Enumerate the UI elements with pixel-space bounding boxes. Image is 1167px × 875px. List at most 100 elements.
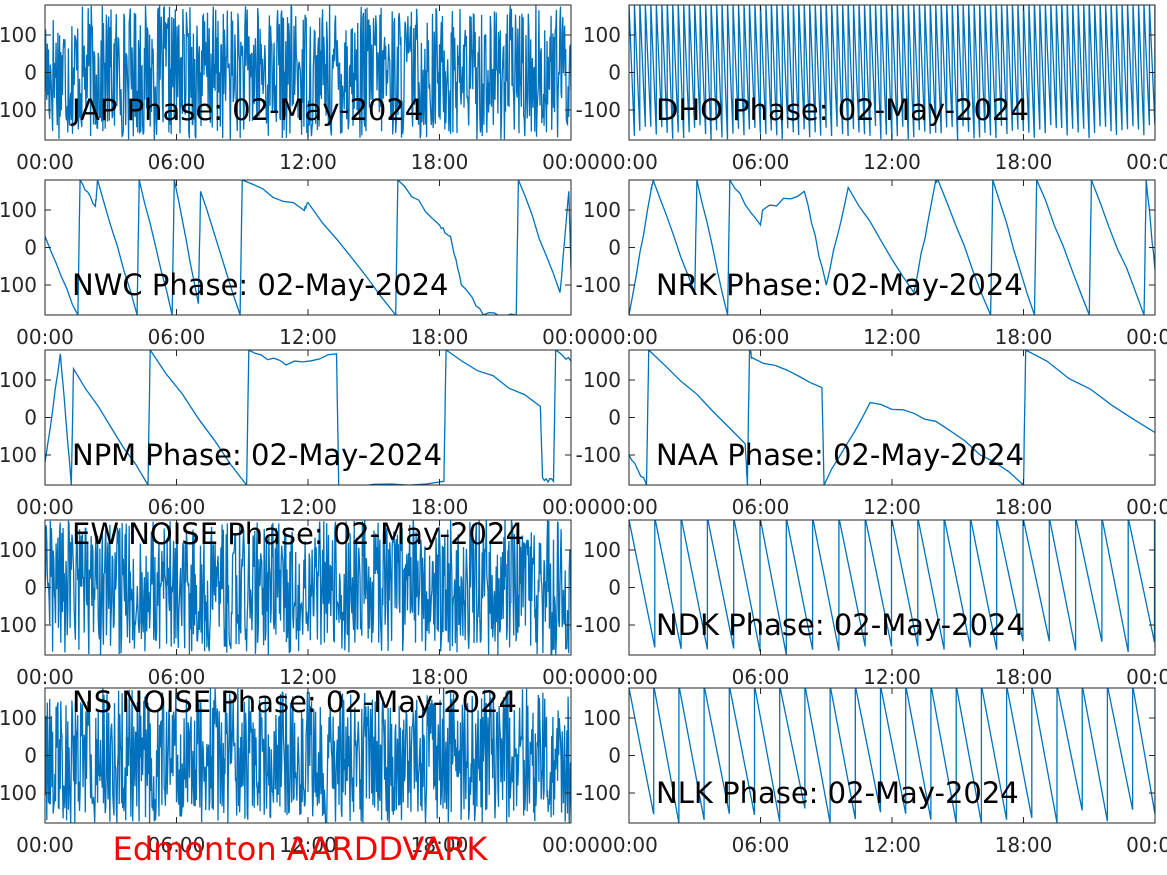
phase-trace xyxy=(45,350,571,485)
y-tick-label: -100 xyxy=(576,781,621,805)
y-tick-label: -100 xyxy=(576,613,621,637)
x-tick-label: 18:00 xyxy=(411,495,469,519)
x-tick-label: 18:00 xyxy=(995,665,1053,689)
x-tick-label: 18:00 xyxy=(995,150,1053,174)
x-tick-label: 12:00 xyxy=(279,325,337,349)
y-tick-label: 100 xyxy=(0,538,37,562)
x-tick-label: 12:00 xyxy=(863,150,921,174)
x-tick-label: 18:00 xyxy=(411,150,469,174)
x-tick-label: 18:00 xyxy=(411,665,469,689)
y-tick-label: 100 xyxy=(583,706,621,730)
x-tick-label: 06:00 xyxy=(148,495,206,519)
y-tick-label: 0 xyxy=(24,61,37,85)
y-tick-label: 100 xyxy=(0,198,37,222)
phase-panel: -100 0 100 00:00 06:00 12:00 18:00 00:00 NLK Pha… xyxy=(576,687,1167,857)
x-tick-label: 00:00 xyxy=(16,150,74,174)
phase-panel: -100 0 100 00:00 06:00 12:00 18:00 00:00 NDK Pha… xyxy=(576,519,1167,689)
y-tick-label: -100 xyxy=(576,98,621,122)
y-tick-label: 100 xyxy=(583,198,621,222)
phase-trace xyxy=(629,688,1155,823)
x-tick-label: 12:00 xyxy=(863,665,921,689)
x-tick-label: 12:00 xyxy=(279,150,337,174)
x-tick-label: 00:00 xyxy=(1126,495,1167,519)
x-tick-label: 12:00 xyxy=(863,325,921,349)
x-tick-label: 12:00 xyxy=(279,833,337,857)
y-tick-label: 0 xyxy=(24,236,37,260)
x-tick-label: 00:00 xyxy=(16,833,74,857)
panel-title: NRK Phase: 02-May-2024 xyxy=(656,268,1023,302)
x-tick-label: 06:00 xyxy=(148,833,206,857)
x-tick-label: 00:00 xyxy=(600,495,658,519)
panel-title: NAA Phase: 02-May-2024 xyxy=(656,438,1024,472)
x-tick-label: 12:00 xyxy=(279,495,337,519)
x-tick-label: 06:00 xyxy=(732,150,790,174)
y-tick-label: 100 xyxy=(0,368,37,392)
panel-title: EW NOISE Phase: 02-May-2024 xyxy=(72,517,524,551)
phase-panel: -100 0 100 00:00 06:00 12:00 18:00 00:00 NS NOIS… xyxy=(0,685,600,857)
y-tick-label: -100 xyxy=(0,273,37,297)
panel-title: DHO Phase: 02-May-2024 xyxy=(656,93,1029,127)
y-tick-label: 0 xyxy=(608,744,621,768)
x-tick-label: 00:00 xyxy=(16,325,74,349)
x-tick-label: 18:00 xyxy=(995,325,1053,349)
station-footer: Edmonton AARDDVARK xyxy=(113,830,489,868)
x-tick-label: 00:00 xyxy=(542,833,600,857)
y-tick-label: 100 xyxy=(583,368,621,392)
x-tick-label: 00:00 xyxy=(542,495,600,519)
y-tick-label: 100 xyxy=(0,706,37,730)
x-tick-label: 00:00 xyxy=(1126,665,1167,689)
x-tick-label: 00:00 xyxy=(600,325,658,349)
phase-trace xyxy=(629,520,1155,655)
x-tick-label: 00:00 xyxy=(16,495,74,519)
x-tick-label: 00:00 xyxy=(600,833,658,857)
y-tick-label: -100 xyxy=(576,443,621,467)
x-tick-label: 18:00 xyxy=(411,325,469,349)
x-tick-label: 06:00 xyxy=(148,325,206,349)
y-tick-label: -100 xyxy=(0,443,37,467)
panel-title: NLK Phase: 02-May-2024 xyxy=(656,776,1019,810)
phase-trace xyxy=(45,180,571,315)
y-tick-label: -100 xyxy=(0,98,37,122)
y-tick-label: 100 xyxy=(583,23,621,47)
x-tick-label: 06:00 xyxy=(732,495,790,519)
x-tick-label: 00:00 xyxy=(542,665,600,689)
phase-trace xyxy=(45,688,571,823)
y-tick-label: 100 xyxy=(0,23,37,47)
x-tick-label: 06:00 xyxy=(148,665,206,689)
y-tick-label: -100 xyxy=(0,613,37,637)
x-tick-label: 06:00 xyxy=(732,833,790,857)
y-tick-label: 100 xyxy=(583,538,621,562)
x-tick-label: 00:00 xyxy=(1126,150,1167,174)
panel-title: JAP Phase: 02-May-2024 xyxy=(70,93,423,127)
panel-title: NDK Phase: 02-May-2024 xyxy=(656,608,1025,642)
phase-trace xyxy=(629,350,1155,485)
x-tick-label: 00:00 xyxy=(542,325,600,349)
y-tick-label: -100 xyxy=(0,781,37,805)
phase-trace xyxy=(629,180,1155,315)
phase-panel: -100 0 100 00:00 06:00 12:00 18:00 00:00 NWC Pha… xyxy=(0,179,600,349)
panel-title: NS NOISE Phase: 02-May-2024 xyxy=(72,685,517,719)
x-tick-label: 18:00 xyxy=(411,833,469,857)
phase-panel: -100 0 100 00:00 06:00 12:00 18:00 00:00 JAP Pha… xyxy=(0,4,600,174)
y-tick-label: 0 xyxy=(608,406,621,430)
x-tick-label: 12:00 xyxy=(863,833,921,857)
phase-panel: -100 0 100 00:00 06:00 12:00 18:00 00:00 EW NOIS… xyxy=(0,517,600,689)
y-tick-label: 0 xyxy=(24,576,37,600)
x-tick-label: 00:00 xyxy=(600,665,658,689)
y-tick-label: 0 xyxy=(608,576,621,600)
x-tick-label: 00:00 xyxy=(16,665,74,689)
phase-panel: -100 0 100 00:00 06:00 12:00 18:00 00:00 NRK Pha… xyxy=(576,179,1167,349)
phase-panel: -100 0 100 00:00 06:00 12:00 18:00 00:00 NPM Pha… xyxy=(0,349,600,519)
x-tick-label: 06:00 xyxy=(732,325,790,349)
y-tick-label: 0 xyxy=(24,406,37,430)
phase-panel: -100 0 100 00:00 06:00 12:00 18:00 00:00 DHO Pha… xyxy=(576,4,1167,174)
x-tick-label: 12:00 xyxy=(863,495,921,519)
x-tick-label: 12:00 xyxy=(279,665,337,689)
x-tick-label: 06:00 xyxy=(148,150,206,174)
panel-title: NPM Phase: 02-May-2024 xyxy=(72,438,442,472)
x-tick-label: 18:00 xyxy=(995,833,1053,857)
x-tick-label: 00:00 xyxy=(1126,833,1167,857)
x-tick-label: 00:00 xyxy=(542,150,600,174)
phase-panel: -100 0 100 00:00 06:00 12:00 18:00 00:00 NAA Pha… xyxy=(576,349,1167,519)
